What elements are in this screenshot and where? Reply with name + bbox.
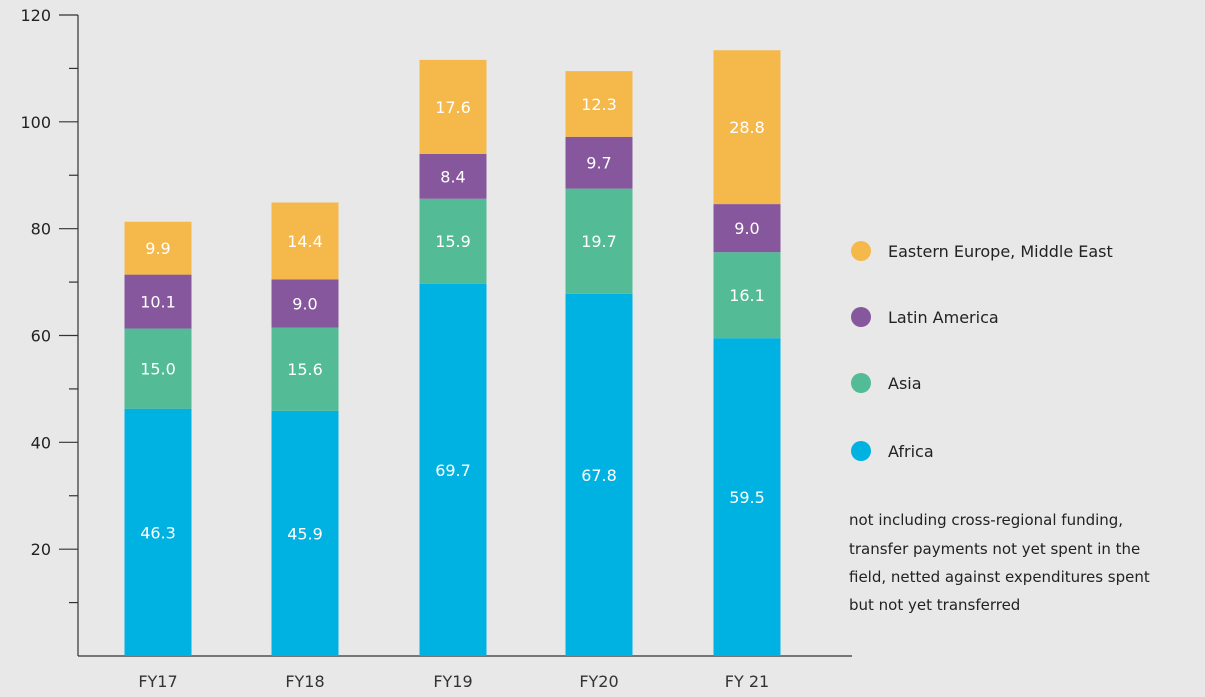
bars: 46.3 15.0 10.1 9.9 FY17 45.9 15.6 9.0 14.4 FY18 69… [124,50,781,691]
x-tick-label: FY17 [138,672,177,691]
y-tick-label: 60 [31,327,51,346]
bar-value-label: 12.3 [581,95,617,114]
footnote-line: but not yet transferred [849,596,1020,614]
bar-value-label: 67.8 [581,466,617,485]
footnote-line: not including cross-regional funding, [849,511,1123,529]
x-tick-label: FY 21 [725,672,769,691]
footnote-line: transfer payments not yet spent in the [849,540,1140,558]
legend-label: Eastern Europe, Middle East [888,242,1113,261]
bar-value-label: 45.9 [287,524,323,543]
bar-stack: 46.3 15.0 10.1 9.9 [124,221,192,656]
bar-segment [124,221,192,275]
legend: Eastern Europe, Middle East Latin America… [851,241,1113,461]
bar-value-label: 9.7 [586,154,611,173]
y-tick-label: 40 [31,433,51,452]
x-tick-label: FY19 [433,672,472,691]
bar-segment [419,153,487,199]
bar-segment [124,328,192,409]
bar-value-label: 9.0 [292,294,317,313]
bar-segment [565,136,633,189]
legend-label: Africa [888,442,934,461]
bar-value-label: 8.4 [440,167,465,186]
bar-segment [271,202,339,280]
bar-value-label: 10.1 [140,293,176,312]
bar-segment [271,279,339,328]
legend-label: Asia [888,374,922,393]
bar-value-label: 9.9 [145,239,170,258]
legend-swatch [851,241,871,261]
bar-value-label: 17.6 [435,98,471,117]
bar-segment [271,410,339,656]
y-tick-label: 120 [20,6,51,25]
bar-value-label: 16.1 [729,286,765,305]
bar-stack: 67.8 19.7 9.7 12.3 [565,71,633,656]
legend-swatch [851,441,871,461]
footnote-line: field, netted against expenditures spent [849,568,1150,586]
bar-value-label: 9.0 [734,219,759,238]
footnote: not including cross-regional funding, tra… [849,511,1150,614]
x-tick-label: FY20 [579,672,618,691]
bar-value-label: 14.4 [287,232,323,251]
bar-value-label: 28.8 [729,118,765,137]
bar-stack: 45.9 15.6 9.0 14.4 [271,202,339,656]
y-tick-label: 80 [31,220,51,239]
bar-value-label: 19.7 [581,232,617,251]
bar-segment [565,188,633,294]
bar-value-label: 59.5 [729,488,765,507]
bar-segment [124,408,192,656]
bar-segment [713,204,781,253]
bar-segment [124,274,192,329]
bar-value-label: 46.3 [140,523,176,542]
bar-segment [419,198,487,284]
bar-value-label: 15.9 [435,232,471,251]
bar-stack: 59.5 16.1 9.0 28.8 [713,50,781,656]
bar-segment [713,252,781,339]
bar-segment [419,59,487,154]
legend-swatch [851,307,871,327]
x-tick-label: FY18 [285,672,324,691]
legend-swatch [851,373,871,393]
bar-stack: 69.7 15.9 8.4 17.6 [419,59,487,656]
bar-segment [713,50,781,205]
legend-label: Latin America [888,308,999,327]
bar-segment [713,338,781,656]
bar-segment [419,283,487,656]
bar-segment [565,71,633,137]
bar-segment [565,293,633,656]
axes: 20 40 60 80 100 120 [20,6,852,657]
bar-segment [271,327,339,411]
bar-value-label: 15.6 [287,360,323,379]
bar-value-label: 69.7 [435,461,471,480]
y-tick-label: 100 [20,113,51,132]
y-tick-label: 20 [31,540,51,559]
bar-value-label: 15.0 [140,360,176,379]
